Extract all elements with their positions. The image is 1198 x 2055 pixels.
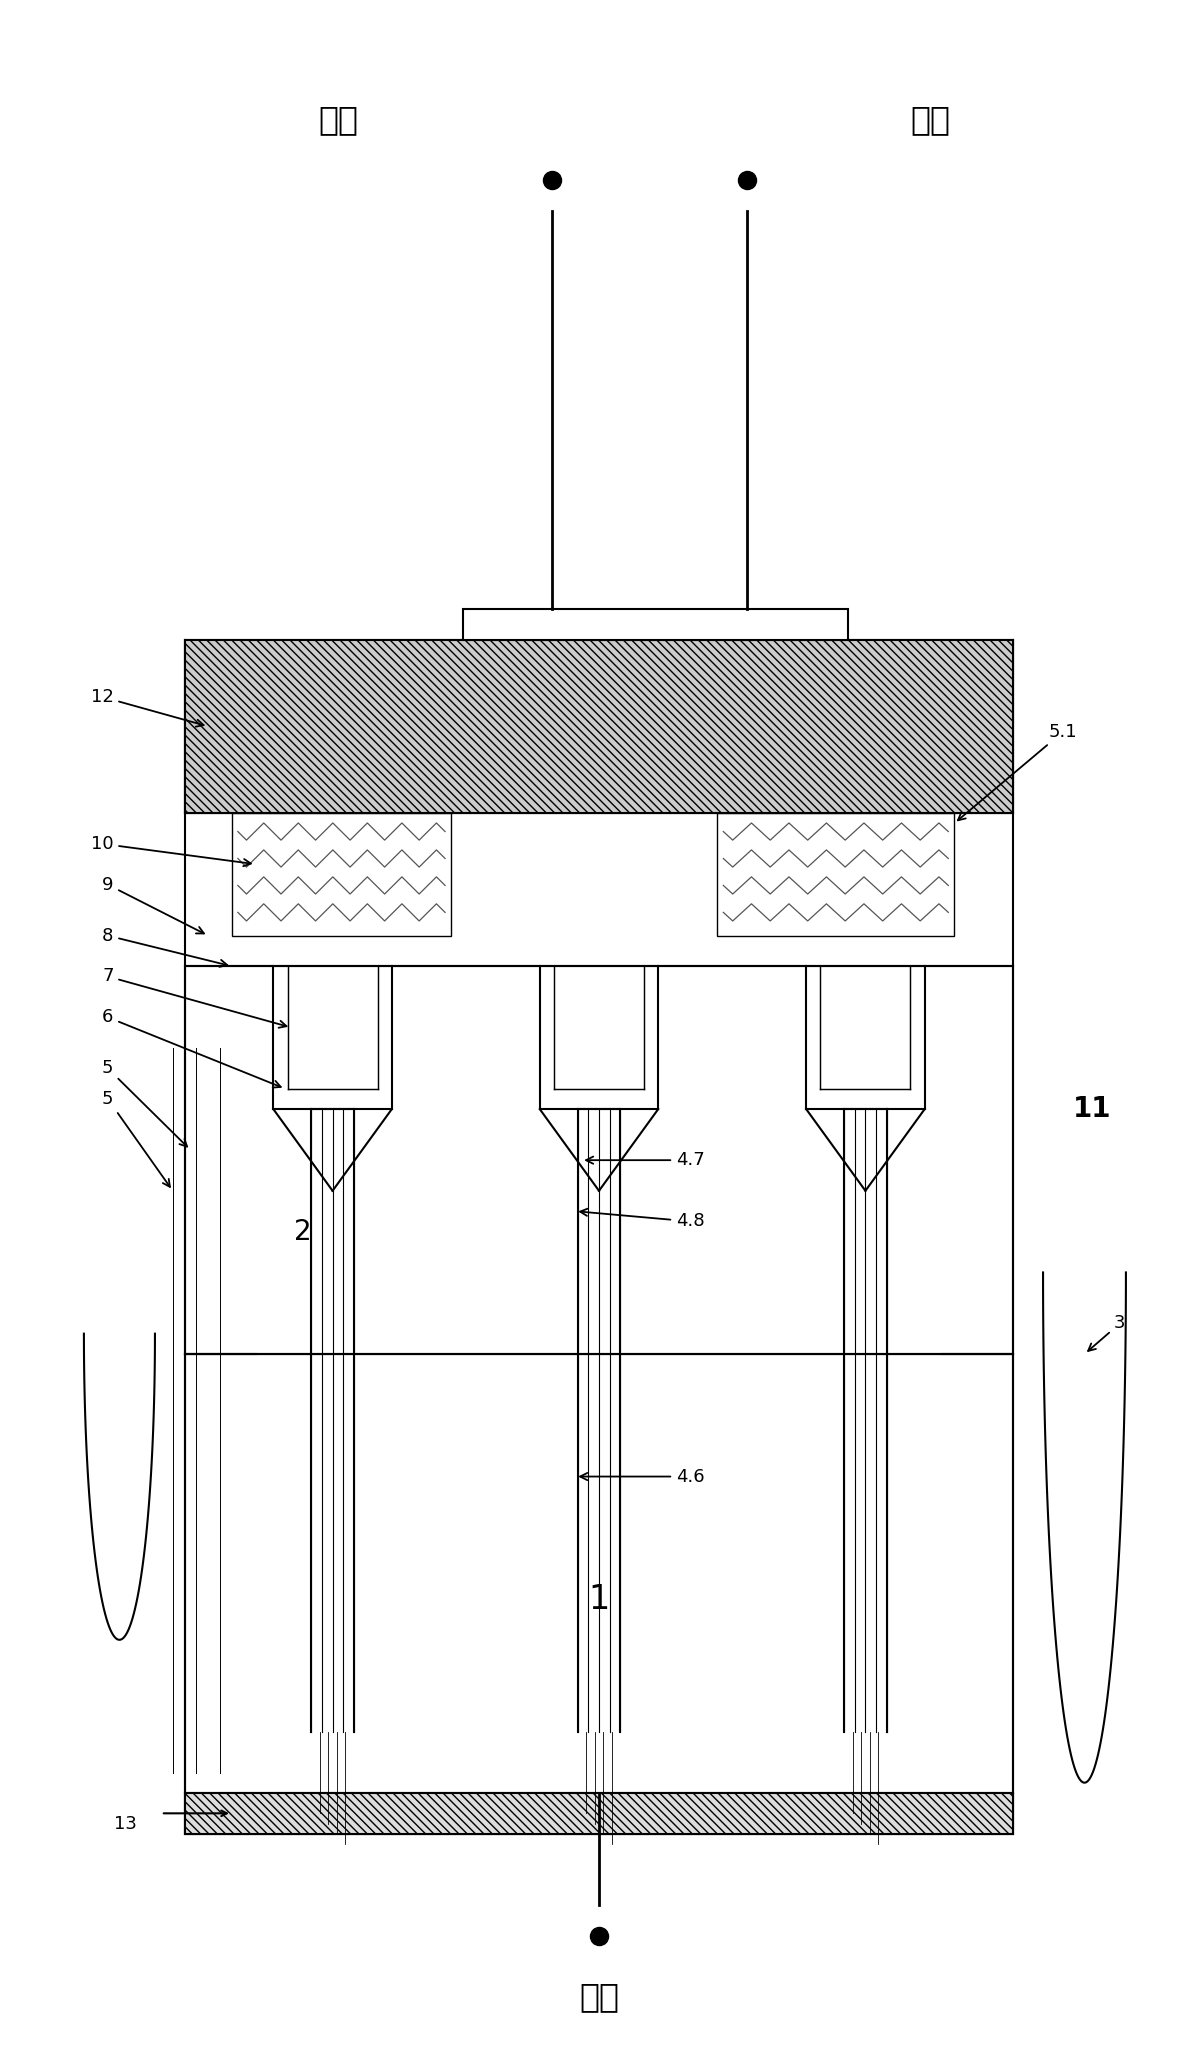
Bar: [184, 639, 1014, 814]
Text: 4.7: 4.7: [586, 1151, 704, 1169]
Text: 6: 6: [102, 1009, 280, 1087]
Text: 8: 8: [102, 927, 228, 968]
Text: 栊极: 栊极: [910, 103, 950, 136]
Bar: [232, 814, 450, 935]
Bar: [462, 608, 848, 639]
Bar: [184, 966, 1014, 1354]
Text: 源极: 源极: [319, 103, 358, 136]
Text: 3: 3: [1088, 1315, 1126, 1350]
Bar: [184, 639, 1014, 814]
Text: 7: 7: [102, 968, 286, 1028]
Text: 13: 13: [114, 1815, 138, 1833]
Bar: [184, 1792, 1014, 1833]
Text: 10: 10: [91, 834, 250, 867]
Text: 4.8: 4.8: [580, 1208, 704, 1231]
Text: 12: 12: [91, 688, 204, 727]
Text: 5.1: 5.1: [958, 723, 1077, 820]
Bar: [718, 814, 955, 935]
Text: 11: 11: [1072, 1095, 1111, 1124]
Bar: [184, 1792, 1014, 1833]
Text: 漏极: 漏极: [579, 1981, 619, 2014]
Text: 4.6: 4.6: [580, 1467, 704, 1486]
Text: 2: 2: [295, 1219, 311, 1245]
Text: 1: 1: [588, 1582, 610, 1615]
Text: 5: 5: [102, 1058, 187, 1147]
Bar: [184, 1354, 1014, 1833]
Text: 5: 5: [102, 1089, 170, 1188]
Text: 9: 9: [102, 875, 204, 933]
